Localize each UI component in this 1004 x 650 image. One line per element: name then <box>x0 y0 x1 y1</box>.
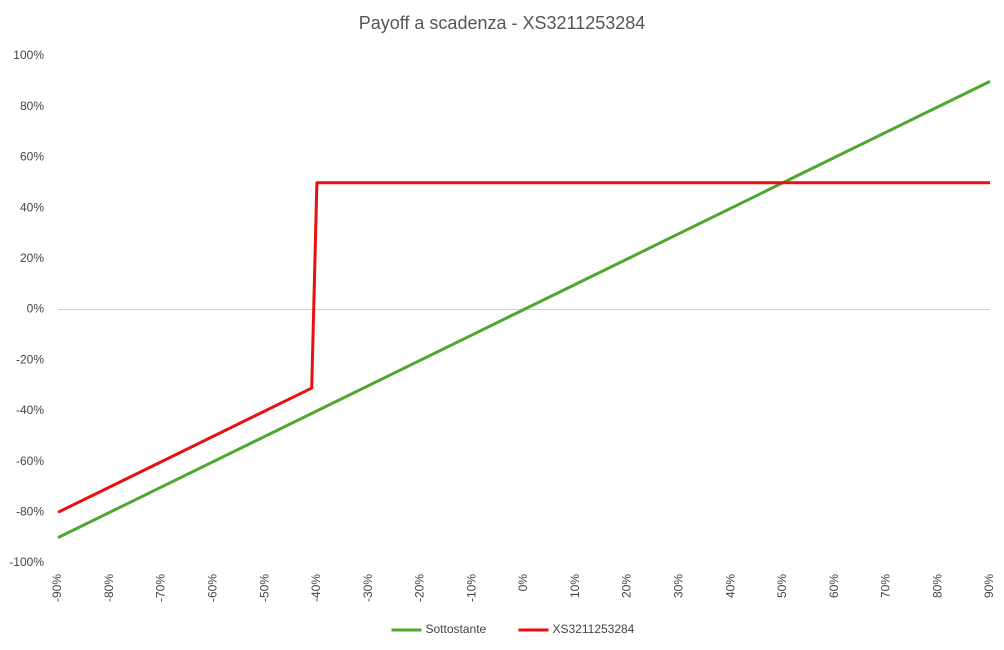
y-tick-label: -20% <box>16 352 44 366</box>
x-tick-label: 50% <box>775 574 789 598</box>
x-tick-label: -50% <box>257 574 271 602</box>
x-tick-label: 30% <box>672 574 686 598</box>
y-tick-label: -100% <box>9 555 44 569</box>
x-tick-label: 10% <box>568 574 582 598</box>
legend-label: XS3211253284 <box>553 622 635 636</box>
x-tick-label: -10% <box>464 574 478 602</box>
chart-title: Payoff a scadenza - XS3211253284 <box>359 13 646 33</box>
legend-label: Sottostante <box>426 622 487 636</box>
x-tick-label: 80% <box>930 574 944 598</box>
x-tick-label: 90% <box>982 574 996 598</box>
x-tick-label: 0% <box>516 574 530 592</box>
x-tick-label: -40% <box>309 574 323 602</box>
y-tick-label: 80% <box>20 99 44 113</box>
x-tick-label: -60% <box>206 574 220 602</box>
x-tick-label: 70% <box>879 574 893 598</box>
y-tick-label: -80% <box>16 504 44 518</box>
x-tick-label: 20% <box>620 574 634 598</box>
y-tick-label: 20% <box>20 251 44 265</box>
x-tick-label: -80% <box>102 574 116 602</box>
y-tick-label: 0% <box>27 302 45 316</box>
y-tick-label: 60% <box>20 150 44 164</box>
x-tick-label: -30% <box>361 574 375 602</box>
series-line <box>57 80 991 539</box>
x-tick-label: -20% <box>413 574 427 602</box>
y-tick-label: -60% <box>16 454 44 468</box>
y-tick-label: -40% <box>16 403 44 417</box>
series-line <box>57 181 990 514</box>
x-tick-label: -70% <box>154 574 168 602</box>
x-tick-label: 60% <box>827 574 841 598</box>
y-tick-label: 40% <box>20 200 44 214</box>
x-tick-label: -90% <box>50 574 64 602</box>
y-tick-label: 100% <box>13 48 44 62</box>
x-tick-label: 40% <box>723 574 737 598</box>
